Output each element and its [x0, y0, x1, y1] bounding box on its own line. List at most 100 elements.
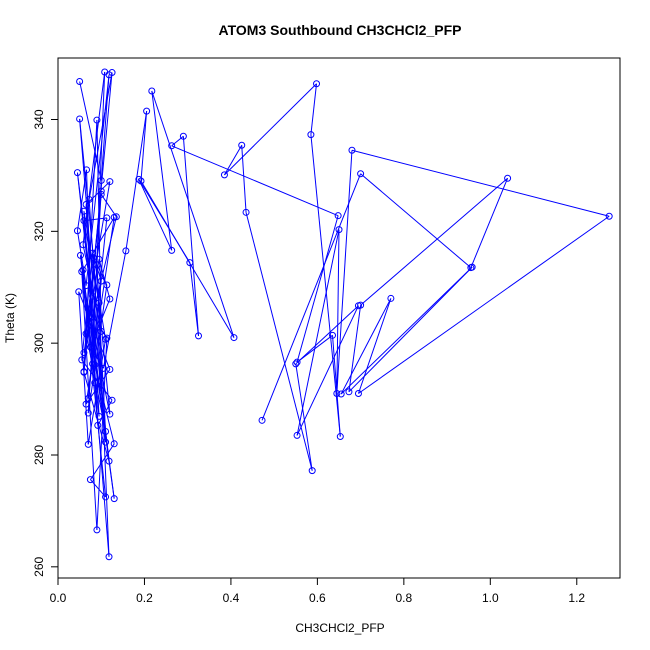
data-point: [336, 433, 344, 441]
data-point: [73, 169, 81, 177]
data-point: [110, 495, 118, 503]
data-point: [84, 409, 92, 417]
data-point: [78, 268, 86, 276]
data-point: [467, 264, 475, 272]
data-point: [95, 299, 103, 307]
series-segment: [96, 264, 110, 557]
data-point: [93, 526, 101, 534]
data-point: [307, 131, 315, 139]
series-segment: [336, 150, 353, 394]
data-point: [230, 334, 238, 342]
marker-layer: [73, 68, 613, 561]
series-segment: [295, 363, 313, 471]
series-segment: [296, 229, 340, 436]
data-point: [80, 349, 88, 357]
data-point: [97, 176, 105, 184]
series-segment: [98, 259, 111, 300]
series-line-layer: [76, 71, 610, 557]
data-point: [348, 146, 356, 154]
data-point: [76, 251, 84, 259]
data-point: [97, 327, 105, 335]
data-point: [97, 187, 105, 195]
y-tick-label: 280: [32, 445, 46, 465]
series-segment: [102, 250, 127, 369]
data-point: [84, 395, 92, 403]
series-segment: [100, 194, 117, 218]
data-point: [258, 416, 266, 424]
series-segment: [348, 305, 362, 392]
data-point: [195, 332, 202, 340]
series-segment: [295, 305, 359, 365]
data-point: [105, 457, 113, 465]
series-segment: [189, 262, 199, 336]
series-segment: [171, 135, 184, 147]
data-point: [102, 335, 110, 343]
x-tick-label: 0.4: [223, 591, 240, 605]
data-point: [86, 476, 94, 484]
series-segment: [83, 216, 117, 353]
series-segment: [360, 173, 472, 269]
data-point: [605, 212, 613, 220]
data-point: [242, 208, 250, 216]
series-segment: [348, 266, 473, 393]
x-tick-label: 0.8: [396, 591, 413, 605]
data-point: [220, 171, 228, 179]
data-point: [75, 288, 83, 296]
data-point: [143, 107, 151, 115]
series-segment: [296, 305, 359, 436]
data-point: [357, 301, 365, 309]
data-point: [80, 217, 88, 225]
series-segment: [140, 111, 148, 182]
data-point: [504, 174, 512, 182]
y-tick-label: 320: [32, 221, 46, 241]
series-segment: [470, 178, 509, 268]
data-point: [95, 412, 103, 420]
series-segment: [357, 298, 392, 394]
series-segment: [90, 479, 106, 498]
series-segment: [261, 173, 362, 421]
series-segment: [88, 72, 113, 200]
series-segment: [241, 145, 247, 213]
series-segment: [310, 83, 318, 135]
data-point: [79, 266, 87, 274]
series-segment: [336, 229, 340, 394]
series-segment: [89, 298, 111, 348]
data-point: [135, 175, 143, 183]
data-point: [137, 177, 145, 185]
data-point: [103, 214, 111, 222]
data-point: [102, 493, 110, 501]
x-axis: 0.0 0.2 0.4 0.6 0.8 1.0 1.2: [50, 577, 585, 605]
series-segment: [171, 145, 339, 217]
data-point: [106, 365, 114, 373]
data-point: [86, 343, 94, 351]
data-point: [99, 364, 107, 372]
data-point: [112, 213, 120, 221]
data-point: [357, 170, 365, 178]
data-point: [102, 428, 110, 436]
data-point: [238, 141, 246, 149]
data-point: [335, 226, 343, 234]
data-point: [103, 281, 111, 289]
data-point: [179, 132, 187, 140]
data-point: [333, 389, 341, 397]
data-point: [168, 246, 176, 254]
data-point: [97, 277, 105, 285]
data-point: [186, 259, 194, 267]
data-point: [168, 142, 176, 150]
data-point: [78, 356, 86, 364]
series-segment: [224, 83, 317, 176]
data-point: [95, 255, 103, 263]
data-point: [73, 227, 81, 235]
data-point: [337, 390, 345, 398]
y-axis-label: Theta (K): [3, 293, 17, 343]
y-tick-label: 260: [32, 556, 46, 576]
series-segment: [151, 90, 173, 251]
data-point: [334, 212, 342, 220]
data-point: [91, 361, 99, 369]
y-axis: 260 280 300 320 340: [32, 109, 59, 577]
series-segment: [340, 266, 473, 395]
data-point: [76, 115, 84, 123]
series-segment: [83, 220, 100, 303]
data-point: [122, 247, 130, 255]
